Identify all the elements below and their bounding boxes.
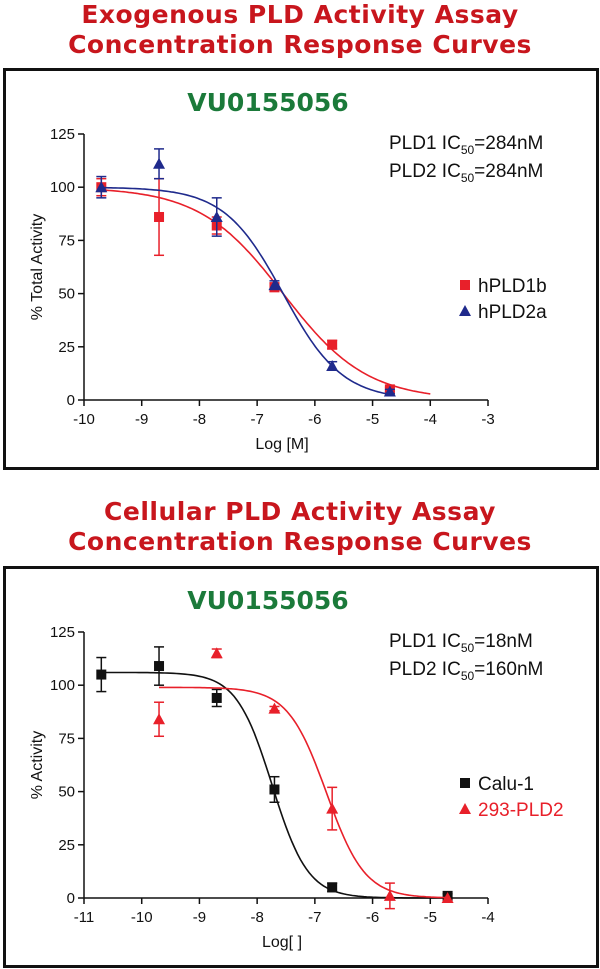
legend-marker-hPLD1b: [460, 280, 470, 290]
x-tick-label: -10: [73, 411, 95, 428]
x-tick-label: -8: [193, 411, 206, 428]
x-tick-label: -9: [193, 909, 206, 926]
cellular-chart: VU0155056 0 25 50 75 100 125 -11 -10 -9 -8 -7 -6 -5 -4…: [29, 586, 564, 951]
section-title-line1: Cellular PLD Activity Assay: [104, 497, 496, 526]
legend-marker-hPLD2a: [459, 305, 471, 316]
x-tick-label: -11: [74, 909, 95, 926]
y-tick-label: 0: [67, 392, 75, 409]
legend-marker-Calu-1: [460, 778, 470, 788]
data-point-293-PLD2: [268, 702, 281, 714]
data-point-Calu-1: [211, 692, 222, 703]
x-tick-label: -10: [131, 909, 153, 926]
x-axis-title: Log[ ]: [262, 934, 302, 951]
data-point-hPLD2a: [210, 210, 223, 222]
ic50-label: PLD2 IC: [389, 659, 461, 680]
data-point-hPLD2a: [153, 157, 166, 169]
data-point-hPLD1b: [154, 211, 165, 222]
y-tick-label: 0: [67, 890, 75, 907]
x-tick-label: -6: [366, 909, 379, 926]
data-point-293-PLD2: [383, 889, 396, 901]
ic50-value: =160nM: [474, 659, 543, 680]
section-title-cellular: Cellular PLD Activity Assay Concentratio…: [0, 497, 600, 557]
ic50-subscript: 50: [461, 669, 475, 683]
fit-curve-hPLD1b: [101, 189, 431, 395]
ic50-value: =284nM: [474, 161, 543, 182]
data-point-Calu-1: [96, 669, 107, 680]
ic50-subscript: 50: [461, 143, 475, 157]
x-tick-label: -7: [308, 909, 321, 926]
cellular-chart-panel: VU0155056 0 25 50 75 100 125 -11 -10 -9 -8 -7 -6 -5 -4…: [3, 566, 599, 968]
section-title-exogenous: Exogenous PLD Activity Assay Concentrati…: [0, 0, 600, 60]
y-tick-label: 125: [50, 126, 75, 143]
data-point-293-PLD2: [441, 892, 454, 903]
y-tick-label: 100: [50, 677, 75, 694]
x-tick-label: -7: [250, 411, 263, 428]
x-tick-label: -9: [135, 411, 148, 428]
ic50-value: =284nM: [474, 133, 543, 154]
fit-curve-293-PLD2: [159, 686, 448, 899]
compound-title: VU0155056: [187, 586, 348, 615]
section-title-line2: Concentration Response Curves: [68, 527, 532, 556]
exogenous-chart-panel: VU0155056 0 25 50 75 100 125 -10 -9 -8 -7 -6 -5 -4 -3 L…: [3, 68, 599, 470]
data-point-293-PLD2: [210, 647, 223, 659]
data-point-293-PLD2: [326, 802, 339, 814]
data-point-hPLD2a: [268, 279, 281, 291]
legend-label-Calu-1: Calu-1: [478, 774, 534, 795]
section-title-line1: Exogenous PLD Activity Assay: [81, 0, 519, 29]
data-point-hPLD1b: [327, 339, 338, 350]
x-tick-label: -8: [250, 909, 263, 926]
ic50-value: =18nM: [474, 631, 533, 652]
x-tick-label: -3: [481, 411, 494, 428]
legend-label-hPLD1b: hPLD1b: [478, 276, 547, 297]
y-tick-label: 75: [58, 730, 75, 747]
y-tick-label: 50: [58, 286, 75, 303]
exogenous-chart: VU0155056 0 25 50 75 100 125 -10 -9 -8 -7 -6 -5 -4 -3 L…: [29, 88, 547, 453]
ic50-annotation: PLD2 IC50=284nM: [389, 161, 543, 185]
y-axis-title: % Total Activity: [29, 214, 46, 320]
x-tick-label: -6: [308, 411, 321, 428]
data-point-Calu-1: [154, 661, 165, 672]
x-tick-label: -4: [481, 909, 494, 926]
y-tick-label: 125: [50, 624, 75, 641]
legend-label-hPLD2a: hPLD2a: [478, 302, 547, 323]
ic50-annotation: PLD1 IC50=18nM: [389, 631, 533, 655]
ic50-label: PLD1 IC: [389, 133, 461, 154]
data-point-hPLD2a: [95, 181, 108, 193]
section-title-line2: Concentration Response Curves: [68, 30, 532, 59]
ic50-label: PLD2 IC: [389, 161, 461, 182]
data-point-Calu-1: [327, 882, 338, 893]
legend-label-293-PLD2: 293-PLD2: [478, 800, 564, 821]
y-tick-label: 25: [58, 339, 75, 356]
y-tick-label: 75: [58, 232, 75, 249]
y-tick-label: 50: [58, 784, 75, 801]
ic50-subscript: 50: [461, 641, 475, 655]
x-tick-label: -5: [424, 909, 437, 926]
ic50-annotation: PLD2 IC50=160nM: [389, 659, 543, 683]
legend-marker-293-PLD2: [459, 803, 471, 814]
y-axis-title: % Activity: [29, 731, 46, 799]
x-axis-title: Log [M]: [255, 436, 308, 453]
ic50-label: PLD1 IC: [389, 631, 461, 652]
y-tick-label: 100: [50, 179, 75, 196]
x-tick-label: -5: [366, 411, 379, 428]
ic50-subscript: 50: [461, 171, 475, 185]
y-tick-label: 25: [58, 837, 75, 854]
data-point-293-PLD2: [153, 713, 166, 725]
x-tick-label: -4: [424, 411, 437, 428]
compound-title: VU0155056: [187, 88, 348, 117]
data-point-hPLD2a: [326, 359, 339, 371]
ic50-annotation: PLD1 IC50=284nM: [389, 133, 543, 157]
data-point-hPLD2a: [383, 385, 396, 397]
fit-curve-hPLD2a: [101, 186, 391, 396]
data-point-Calu-1: [269, 784, 280, 795]
